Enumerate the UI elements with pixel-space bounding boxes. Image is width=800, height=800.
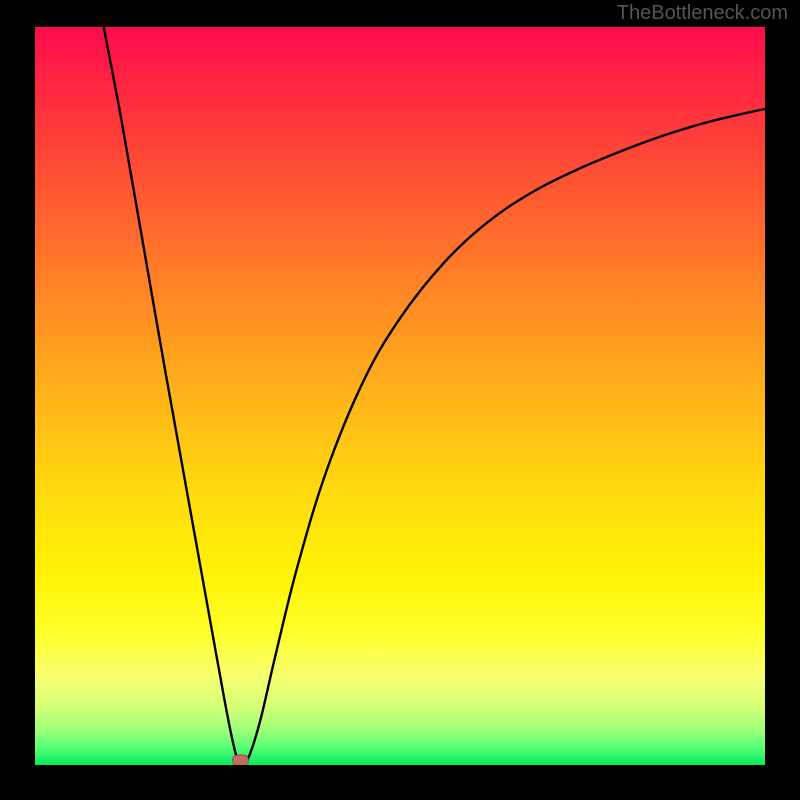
minimum-marker <box>232 755 248 765</box>
watermark-text: TheBottleneck.com <box>617 2 788 25</box>
chart-svg <box>0 0 800 800</box>
chart-stage: TheBottleneck.com <box>0 0 800 800</box>
